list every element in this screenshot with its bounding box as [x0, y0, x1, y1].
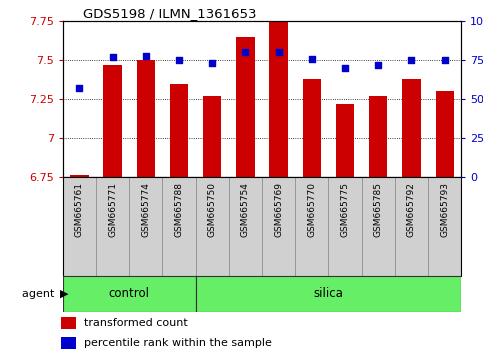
- Bar: [103, 65, 122, 177]
- Point: [242, 50, 249, 55]
- Text: GSM665774: GSM665774: [142, 182, 150, 237]
- Bar: [61, 337, 75, 349]
- Bar: [137, 60, 155, 177]
- Text: GSM665793: GSM665793: [440, 182, 449, 237]
- Text: GDS5198 / ILMN_1361653: GDS5198 / ILMN_1361653: [83, 7, 256, 20]
- Bar: [428, 177, 461, 276]
- Bar: [203, 96, 221, 177]
- Point: [341, 65, 349, 71]
- Bar: [295, 177, 328, 276]
- Text: GSM665775: GSM665775: [341, 182, 350, 237]
- Text: transformed count: transformed count: [84, 318, 187, 329]
- Point: [142, 53, 150, 58]
- Text: GSM665754: GSM665754: [241, 182, 250, 237]
- Bar: [229, 177, 262, 276]
- Text: agent: agent: [22, 289, 58, 299]
- Text: GSM665788: GSM665788: [174, 182, 184, 237]
- Bar: [63, 276, 196, 312]
- Bar: [369, 96, 387, 177]
- Bar: [162, 177, 196, 276]
- Text: percentile rank within the sample: percentile rank within the sample: [84, 338, 271, 348]
- Text: GSM665750: GSM665750: [208, 182, 217, 237]
- Point: [175, 57, 183, 63]
- Text: control: control: [109, 287, 150, 300]
- Bar: [236, 37, 255, 177]
- Text: GSM665785: GSM665785: [374, 182, 383, 237]
- Bar: [170, 84, 188, 177]
- Text: GSM665771: GSM665771: [108, 182, 117, 237]
- Point: [308, 56, 316, 62]
- Bar: [328, 177, 362, 276]
- Bar: [262, 177, 295, 276]
- Point: [408, 57, 415, 63]
- Text: GSM665761: GSM665761: [75, 182, 84, 237]
- Bar: [63, 177, 96, 276]
- Bar: [70, 176, 88, 177]
- Point: [208, 61, 216, 66]
- Text: silica: silica: [313, 287, 343, 300]
- Bar: [196, 276, 461, 312]
- Point: [75, 85, 83, 91]
- Bar: [402, 79, 421, 177]
- Point: [441, 57, 449, 63]
- Bar: [395, 177, 428, 276]
- Point: [374, 62, 382, 68]
- Text: ▶: ▶: [60, 289, 69, 299]
- Bar: [436, 91, 454, 177]
- Text: GSM665770: GSM665770: [307, 182, 316, 237]
- Text: GSM665792: GSM665792: [407, 182, 416, 237]
- Bar: [336, 104, 354, 177]
- Text: GSM665769: GSM665769: [274, 182, 283, 237]
- Bar: [270, 21, 288, 177]
- Bar: [129, 177, 162, 276]
- Bar: [303, 79, 321, 177]
- Bar: [362, 177, 395, 276]
- Bar: [61, 318, 75, 329]
- Point: [275, 50, 283, 55]
- Point: [109, 54, 116, 60]
- Bar: [96, 177, 129, 276]
- Bar: [196, 177, 229, 276]
